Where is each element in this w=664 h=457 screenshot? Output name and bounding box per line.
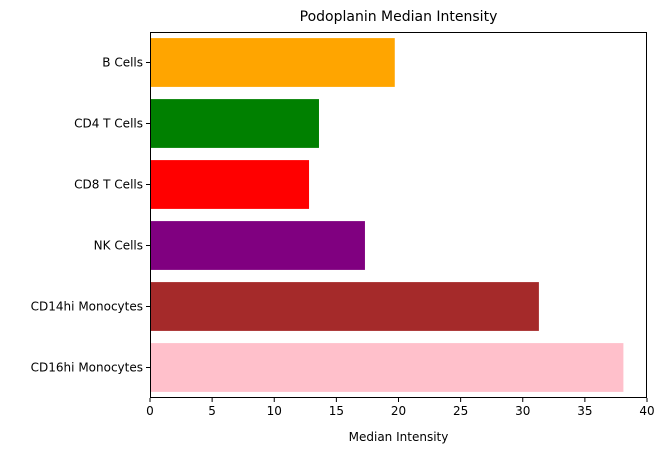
bar-cd14hi-monocytes (150, 282, 539, 331)
y-tick-label: CD4 T Cells (74, 117, 143, 131)
x-tick-label: 15 (329, 404, 344, 418)
y-tick-label: CD16hi Monocytes (31, 361, 143, 375)
x-tick-label: 20 (391, 404, 406, 418)
x-tick-label: 40 (639, 404, 654, 418)
y-axis-ticks: B Cells CD4 T Cells CD8 T Cells NK Cells CD1… (31, 56, 150, 375)
y-tick-label: CD14hi Monocytes (31, 300, 143, 314)
chart-title: Podoplanin Median Intensity (300, 9, 498, 25)
x-axis-label: Median Intensity (349, 430, 449, 444)
bar-nk-cells (150, 221, 365, 270)
x-tick-label: 25 (453, 404, 468, 418)
bars-group (150, 38, 624, 392)
bar-b-cells (150, 38, 395, 87)
bar-cd16hi-monocytes (150, 343, 624, 392)
y-tick-label: CD8 T Cells (74, 178, 143, 192)
x-tick-label: 30 (515, 404, 530, 418)
x-tick-label: 10 (267, 404, 282, 418)
x-axis-ticks: 0 5 10 15 20 25 30 35 40 (146, 398, 655, 418)
x-tick-label: 5 (208, 404, 216, 418)
bar-cd4-t-cells (150, 99, 319, 148)
y-tick-label: B Cells (102, 56, 143, 70)
x-tick-label: 35 (577, 404, 592, 418)
x-tick-label: 0 (146, 404, 154, 418)
y-tick-label: NK Cells (94, 239, 143, 253)
plot-frame (150, 32, 647, 398)
bar-cd8-t-cells (150, 160, 310, 209)
